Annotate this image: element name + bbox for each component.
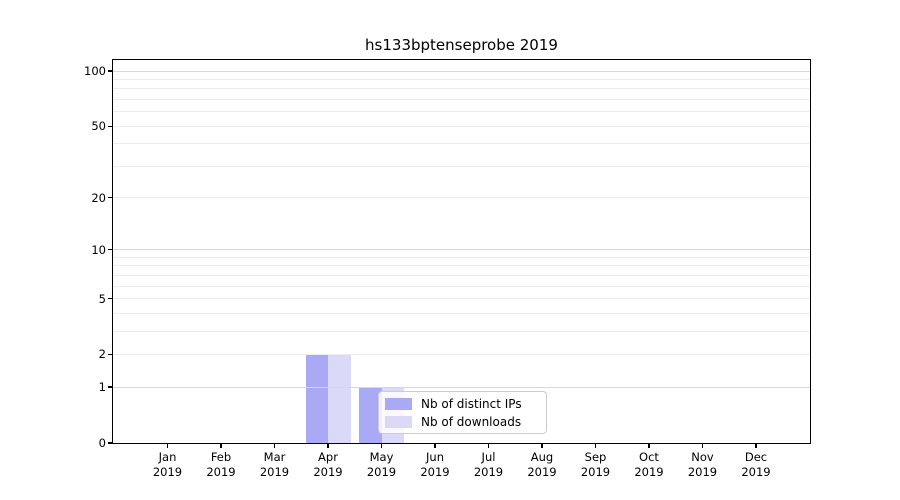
legend-label: Nb of distinct IPs (421, 396, 522, 411)
gridline-major (113, 249, 810, 251)
legend-swatch-distinct-ips (385, 397, 412, 410)
x-axis-tick (273, 443, 276, 448)
x-axis-tick-label: Jun 2019 (408, 450, 462, 480)
x-tick-month: Apr (318, 450, 338, 464)
gridline-minor (113, 298, 810, 300)
x-axis-tick-label: Feb 2019 (194, 450, 248, 480)
y-axis-tick (108, 249, 113, 251)
gridline-minor (113, 256, 810, 258)
x-tick-month: Feb (210, 450, 232, 464)
x-tick-year: 2019 (420, 465, 450, 479)
y-axis-tick-label: 100 (84, 64, 106, 79)
x-tick-month: Aug (530, 450, 554, 464)
legend-swatch-downloads (385, 415, 412, 428)
y-axis-tick (108, 197, 113, 199)
x-tick-year: 2019 (366, 465, 397, 479)
legend-item: Nb of distinct IPs (385, 397, 540, 411)
x-tick-month: Jul (481, 450, 496, 464)
x-tick-month: Mar (263, 450, 286, 464)
x-axis-tick (434, 443, 436, 448)
x-axis-tick-label: Dec 2019 (729, 450, 783, 480)
gridline-major (113, 386, 810, 388)
x-tick-month: Dec (744, 450, 768, 464)
chart-title: hs133bptenseprobe 2019 (365, 36, 558, 54)
x-tick-month: Sep (584, 450, 607, 464)
x-tick-month: Jun (426, 450, 444, 464)
x-axis-tick-label: Apr 2019 (301, 450, 355, 480)
y-axis-tick (108, 442, 113, 444)
y-axis-tick-label: 5 (98, 291, 106, 306)
x-tick-year: 2019 (206, 465, 236, 479)
x-tick-year: 2019 (527, 465, 557, 479)
gridline-major (113, 70, 810, 72)
x-axis-tick-label: May 2019 (355, 450, 409, 480)
x-tick-month: Oct (639, 450, 659, 464)
x-axis-tick (594, 443, 597, 448)
y-axis-tick (108, 70, 113, 72)
x-tick-year: 2019 (473, 465, 504, 479)
gridline-minor (113, 111, 810, 113)
gridline-minor (113, 197, 810, 199)
x-axis-tick-label: Mar 2019 (248, 450, 302, 480)
x-tick-month: Jan (158, 450, 177, 464)
x-axis-tick (541, 443, 543, 448)
legend-item: Nb of downloads (385, 415, 540, 429)
x-axis-tick (487, 443, 490, 448)
x-tick-year: 2019 (687, 465, 718, 479)
x-axis-tick-label: Sep 2019 (569, 450, 623, 480)
x-axis-tick-label: Nov 2019 (676, 450, 730, 480)
y-axis-tick (108, 297, 113, 300)
gridline-minor (113, 330, 810, 332)
y-axis-tick-label: 10 (91, 242, 106, 257)
gridline-minor (113, 99, 810, 101)
x-axis-tick (755, 443, 757, 448)
gridline-minor (113, 353, 810, 355)
x-tick-year: 2019 (580, 465, 611, 479)
y-axis-tick-label: 50 (91, 119, 106, 134)
x-tick-year: 2019 (741, 465, 771, 479)
gridline-minor (113, 125, 810, 127)
x-axis-tick-label: Jan 2019 (141, 450, 195, 480)
gridline-minor (113, 79, 810, 81)
y-axis-tick (108, 386, 113, 388)
plot-area (113, 60, 810, 443)
x-tick-year: 2019 (313, 465, 343, 479)
bar-downloads-apr (328, 354, 351, 443)
gridline-minor (113, 274, 810, 276)
y-axis-tick-label: 0 (98, 436, 106, 450)
gridline-minor (113, 312, 810, 314)
gridline-minor (113, 285, 810, 287)
y-axis-tick-label: 2 (98, 347, 106, 362)
bar-distinct-ips-may (359, 387, 382, 443)
x-axis-tick-label: Aug 2019 (515, 450, 569, 480)
x-axis-tick (220, 443, 222, 448)
x-tick-year: 2019 (259, 465, 290, 479)
y-axis-tick (108, 353, 113, 356)
x-axis-tick-label: Jul 2019 (462, 450, 516, 480)
x-tick-month: May (369, 450, 394, 464)
gridline-minor (113, 143, 810, 145)
legend-label: Nb of downloads (421, 414, 522, 429)
x-axis-tick (380, 443, 383, 448)
x-axis-tick (166, 443, 169, 448)
gridline-minor (113, 265, 810, 267)
bar-distinct-ips-apr (305, 354, 328, 443)
y-axis-tick-label: 1 (98, 380, 106, 395)
gridline-minor (113, 88, 810, 90)
x-tick-year: 2019 (634, 465, 664, 479)
x-axis-tick (701, 443, 704, 448)
x-axis-tick-label: Oct 2019 (622, 450, 676, 480)
plot-frame (112, 59, 811, 444)
y-axis-tick (108, 125, 113, 127)
legend: Nb of distinct IPs Nb of downloads (378, 391, 547, 434)
x-tick-month: Nov (691, 450, 714, 464)
x-axis-tick (648, 443, 650, 448)
x-tick-year: 2019 (152, 465, 183, 479)
x-axis-tick (327, 443, 329, 448)
y-axis-tick-label: 20 (91, 190, 106, 205)
gridline-minor (113, 165, 810, 167)
